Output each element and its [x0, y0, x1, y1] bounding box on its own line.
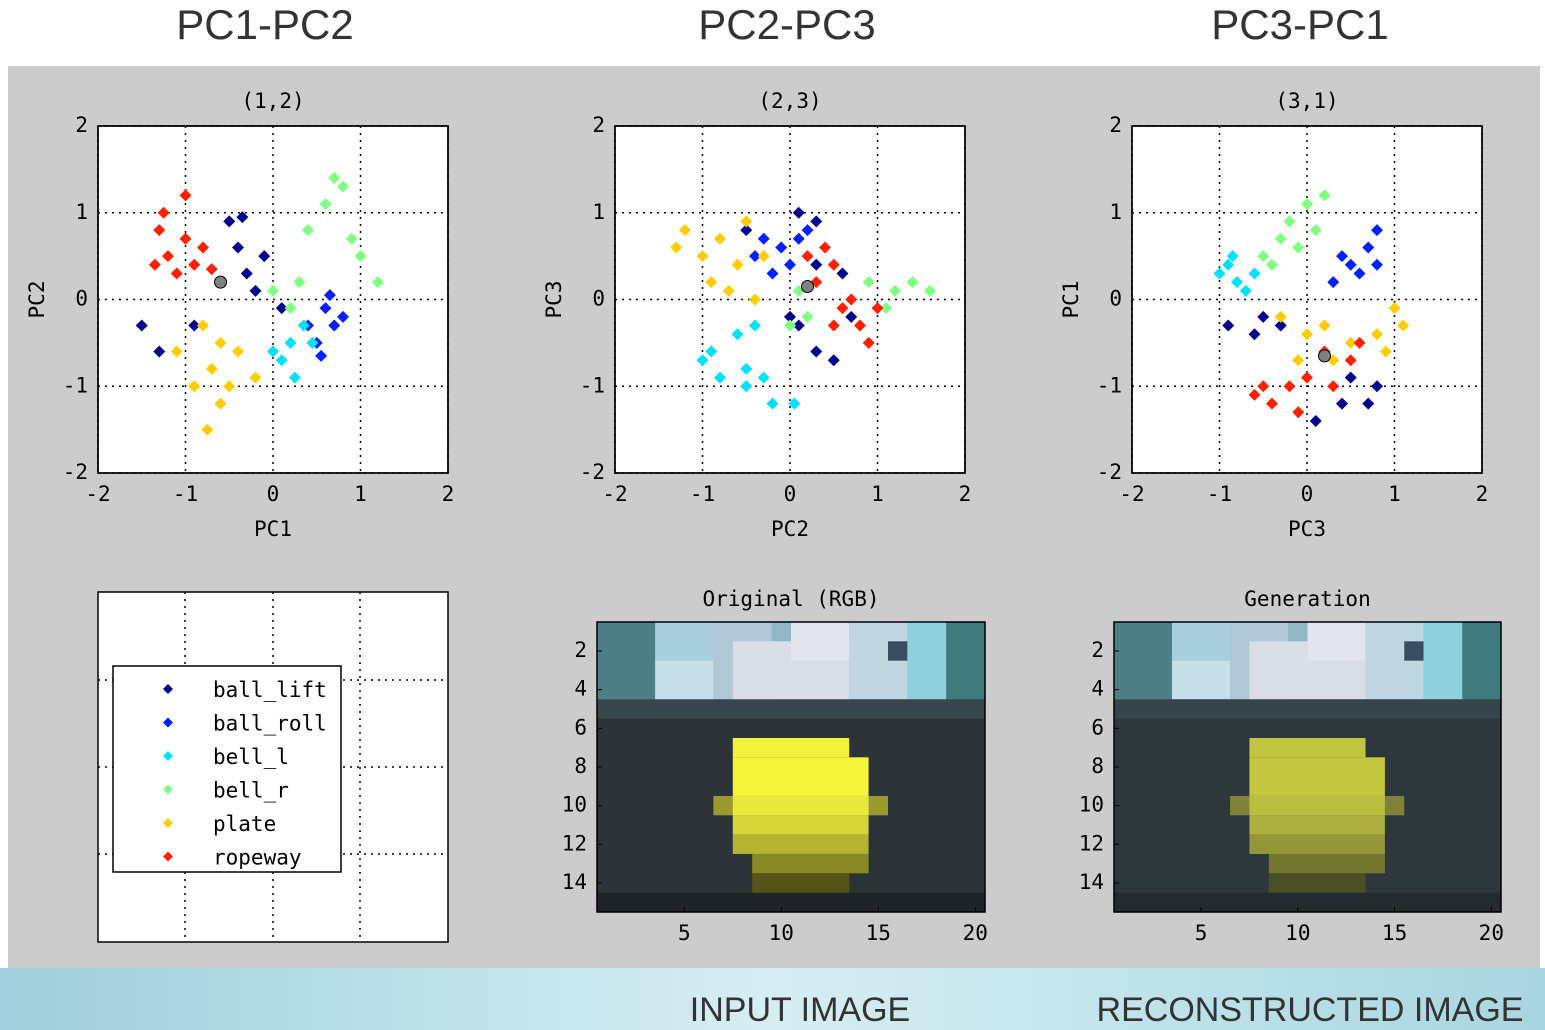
x-axis-label: PC1 [254, 517, 292, 541]
x-tick-label: 10 [1285, 921, 1310, 945]
y-tick-label: 0 [592, 287, 605, 311]
legend-label: ball_roll [213, 712, 327, 736]
x-tick-label: 15 [1382, 921, 1407, 945]
chart-title: Original (RGB) [702, 587, 879, 611]
y-tick-label: -1 [580, 373, 605, 397]
x-tick-label: 2 [1476, 482, 1489, 506]
legend-label: plate [213, 812, 276, 836]
y-tick-label: 4 [1091, 677, 1104, 701]
y-tick-label: 2 [592, 113, 605, 137]
x-tick-label: -1 [690, 482, 715, 506]
y-tick-label: 4 [574, 677, 587, 701]
x-tick-label: 2 [442, 482, 455, 506]
chart-title: (2,3) [758, 89, 821, 113]
y-tick-label: 1 [592, 200, 605, 224]
y-tick-label: -2 [1097, 460, 1122, 484]
current-point [215, 276, 227, 288]
heading: PC2-PC3 [698, 1, 875, 48]
y-tick-label: 8 [574, 754, 587, 778]
y-tick-label: 1 [75, 200, 88, 224]
y-tick-label: 6 [574, 715, 587, 739]
y-tick-label: 6 [1091, 715, 1104, 739]
y-tick-label: 0 [1109, 287, 1122, 311]
y-tick-label: -2 [63, 460, 88, 484]
y-tick-label: -1 [1097, 373, 1122, 397]
x-axis-label: PC2 [771, 517, 809, 541]
image [1114, 622, 1501, 912]
x-tick-label: 5 [1195, 921, 1208, 945]
x-tick-label: 1 [354, 482, 367, 506]
x-tick-label: -2 [85, 482, 110, 506]
x-tick-label: 1 [871, 482, 884, 506]
heading: PC1-PC2 [176, 1, 353, 48]
y-tick-label: 10 [1079, 793, 1104, 817]
y-tick-label: -2 [580, 460, 605, 484]
y-tick-label: 2 [574, 638, 587, 662]
y-tick-label: 1 [1109, 200, 1122, 224]
x-tick-label: 0 [784, 482, 797, 506]
y-tick-label: 8 [1091, 754, 1104, 778]
y-tick-label: 2 [75, 113, 88, 137]
y-axis-label: PC2 [25, 281, 49, 319]
current-point [1319, 350, 1331, 362]
x-tick-label: 0 [267, 482, 280, 506]
image [597, 622, 985, 912]
y-tick-label: 12 [562, 831, 587, 855]
heading: PC3-PC1 [1211, 1, 1388, 48]
x-tick-label: 15 [866, 921, 891, 945]
x-tick-label: 1 [1388, 482, 1401, 506]
x-tick-label: 2 [959, 482, 972, 506]
y-tick-label: 12 [1079, 831, 1104, 855]
x-tick-label: -2 [1119, 482, 1144, 506]
x-tick-label: 0 [1301, 482, 1314, 506]
chart-title: (3,1) [1275, 89, 1338, 113]
y-axis-label: PC1 [1059, 281, 1083, 319]
legend-label: bell_l [213, 745, 289, 769]
x-tick-label: 20 [963, 921, 988, 945]
x-tick-label: 5 [678, 921, 691, 945]
x-tick-label: 10 [769, 921, 794, 945]
x-tick-label: -2 [602, 482, 627, 506]
legend-label: ball_lift [213, 678, 327, 702]
legend-label: bell_r [213, 779, 289, 803]
y-tick-label: 14 [1079, 870, 1104, 894]
y-tick-label: 14 [562, 870, 587, 894]
x-tick-label: -1 [1207, 482, 1232, 506]
chart-title: (1,2) [241, 89, 304, 113]
y-tick-label: 2 [1091, 638, 1104, 662]
y-axis-label: PC3 [542, 281, 566, 319]
slide: PC1-PC2 PC2-PC3 PC3-PC1 INPUT IMAGE RECO… [0, 0, 1545, 1030]
y-tick-label: 0 [75, 287, 88, 311]
x-tick-label: 20 [1479, 921, 1504, 945]
y-tick-label: 2 [1109, 113, 1122, 137]
y-tick-label: -1 [63, 373, 88, 397]
current-point [802, 280, 814, 292]
chart-title: Generation [1244, 587, 1370, 611]
caption: INPUT IMAGE [690, 991, 910, 1029]
x-tick-label: -1 [173, 482, 198, 506]
x-axis-label: PC3 [1288, 517, 1326, 541]
page: PC1-PC2 PC2-PC3 PC3-PC1 INPUT IMAGE RECO… [0, 0, 1545, 1030]
legend-label: ropeway [213, 846, 302, 870]
y-tick-label: 10 [562, 793, 587, 817]
caption: RECONSTRUCTED IMAGE [1097, 991, 1524, 1029]
